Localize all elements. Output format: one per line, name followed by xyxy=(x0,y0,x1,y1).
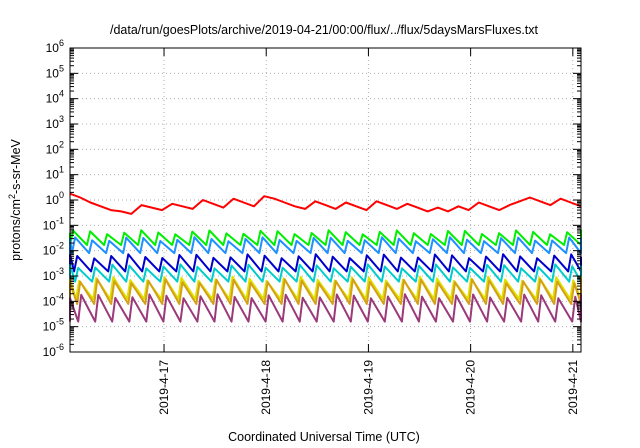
y-tick-label: 104 xyxy=(46,89,64,106)
y-tick-label-base: 10 xyxy=(43,218,57,232)
y-tick-label: 10-1 xyxy=(43,215,64,232)
y-tick-label-base: 10 xyxy=(46,193,60,207)
x-tick-label: 2019-4-21 xyxy=(566,360,580,415)
y-tick-label-base: 10 xyxy=(46,168,60,182)
y-tick-label-exponent: -2 xyxy=(56,241,64,251)
y-tick-label-exponent: -5 xyxy=(56,317,64,327)
y-tick-label-exponent: 6 xyxy=(59,38,64,48)
y-tick-label: 10-4 xyxy=(43,291,64,308)
y-tick-label-exponent: -1 xyxy=(56,215,64,225)
y-tick-label: 102 xyxy=(46,139,64,156)
y-tick-label-base: 10 xyxy=(43,269,57,283)
y-tick-label-base: 10 xyxy=(46,117,60,131)
y-tick-label: 10-6 xyxy=(43,342,64,359)
y-tick-label-exponent: 1 xyxy=(59,165,64,175)
y-tick-label-base: 10 xyxy=(43,244,57,258)
series-line-3 xyxy=(69,236,582,255)
y-axis-label-exponent: 2 xyxy=(7,194,17,199)
y-tick-label-base: 10 xyxy=(43,320,57,334)
x-tick-label: 2019-4-17 xyxy=(157,360,171,415)
chart-series xyxy=(69,192,582,323)
y-tick-label: 10-2 xyxy=(43,241,64,258)
y-tick-label-exponent: -4 xyxy=(56,291,64,301)
series-line-1 xyxy=(69,192,582,215)
y-axis-label: protons/cm2-s-sr-MeV xyxy=(7,138,23,260)
y-tick-label-base: 10 xyxy=(46,66,60,80)
y-tick-label-base: 10 xyxy=(43,345,57,359)
series-line-5 xyxy=(69,263,582,283)
y-tick-label-base: 10 xyxy=(43,294,57,308)
y-tick-label-exponent: -6 xyxy=(56,342,64,352)
series-line-6 xyxy=(69,275,582,301)
x-tick-label: 2019-4-20 xyxy=(464,360,478,415)
y-axis-ticks: 10-610-510-410-310-210-11001011021031041… xyxy=(43,38,581,359)
y-tick-label-exponent: 2 xyxy=(59,139,64,149)
series-line-2 xyxy=(69,229,582,246)
x-tick-label: 2019-4-19 xyxy=(361,360,375,415)
y-axis-label-unit: protons/cm xyxy=(9,199,23,261)
y-tick-label: 106 xyxy=(46,38,64,55)
y-axis-label-rest: -s-sr-MeV xyxy=(9,138,23,194)
y-tick-label-exponent: 4 xyxy=(59,89,64,99)
y-tick-label-exponent: 3 xyxy=(59,114,64,124)
chart-title: /data/run/goesPlots/archive/2019-04-21/0… xyxy=(110,23,539,37)
y-tick-label-exponent: 5 xyxy=(59,63,64,73)
y-tick-label: 10-5 xyxy=(43,317,64,334)
x-axis-label: Coordinated Universal Time (UTC) xyxy=(228,430,420,444)
x-tick-label: 2019-4-18 xyxy=(259,360,273,415)
y-tick-label: 103 xyxy=(46,114,64,131)
chart-grid xyxy=(70,48,581,352)
y-tick-label-base: 10 xyxy=(46,142,60,156)
y-tick-label-base: 10 xyxy=(46,92,60,106)
series-line-4 xyxy=(69,253,582,273)
x-axis-ticks: 2019-4-17 2019-4-18 2019-4-19 2019-4-20 2019… xyxy=(157,48,580,415)
y-tick-label: 100 xyxy=(46,190,64,207)
y-tick-label: 10-3 xyxy=(43,266,64,283)
y-tick-label: 101 xyxy=(46,165,64,182)
series-line-8 xyxy=(69,293,582,323)
series-line-7 xyxy=(69,278,582,305)
y-tick-label: 105 xyxy=(46,63,64,80)
y-tick-label-exponent: 0 xyxy=(59,190,64,200)
y-tick-label-base: 10 xyxy=(46,41,60,55)
y-tick-label-exponent: -3 xyxy=(56,266,64,276)
